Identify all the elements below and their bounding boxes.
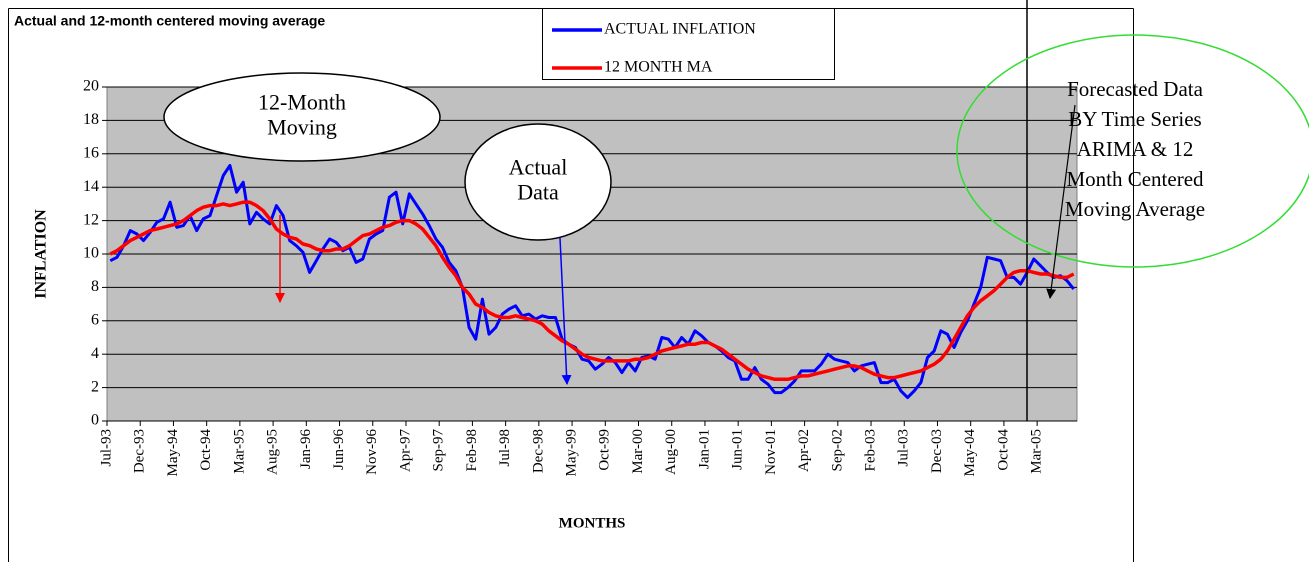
x-tick-label: Oct-04: [995, 429, 1011, 471]
annotation-text: Month Centered: [1066, 167, 1204, 191]
y-tick-label: 18: [83, 111, 99, 128]
annotation-text: ARIMA & 12: [1077, 137, 1194, 161]
legend-label: ACTUAL INFLATION: [604, 21, 756, 38]
y-tick-label: 16: [83, 144, 99, 161]
annotation-text: Moving: [267, 115, 337, 140]
x-tick-label: May-04: [962, 429, 978, 477]
x-tick-label: Apr-97: [397, 429, 413, 473]
x-tick-label: Mar-00: [630, 429, 646, 474]
x-tick-label: Jun-01: [730, 429, 746, 470]
callout: [956, 34, 1309, 268]
annotation-text: Moving Average: [1065, 197, 1205, 221]
y-tick-label: 0: [91, 412, 99, 429]
arrow: [1046, 104, 1076, 299]
x-tick-label: Jul-03: [896, 429, 912, 467]
annotation-text: BY Time Series: [1068, 107, 1201, 131]
x-axis-label: MONTHS: [559, 515, 626, 531]
x-tick-label: Sep-02: [829, 429, 845, 472]
x-tick-label: Aug-00: [663, 429, 679, 475]
x-tick-label: Oct-99: [597, 429, 613, 471]
x-tick-label: Dec-98: [530, 429, 546, 473]
y-tick-label: 8: [91, 278, 99, 295]
x-tick-label: Mar-05: [1029, 429, 1045, 474]
callout: [464, 123, 612, 241]
x-tick-label: Jan-01: [696, 429, 712, 469]
x-tick-label: Nov-96: [364, 429, 380, 475]
y-axis-label: INFLATION: [33, 209, 50, 299]
y-tick-label: 20: [83, 78, 99, 95]
x-tick-label: May-99: [564, 429, 580, 477]
x-tick-label: Apr-02: [796, 429, 812, 472]
x-tick-label: Jun-96: [331, 429, 347, 470]
x-tick-label: Oct-94: [198, 429, 214, 471]
callout: [163, 72, 441, 162]
x-tick-label: Dec-93: [132, 429, 148, 473]
annotation-text: Actual: [509, 155, 568, 180]
y-tick-label: 12: [83, 211, 99, 228]
legend-label: 12 MONTH MA: [604, 59, 713, 76]
annotation-text: Data: [517, 180, 559, 205]
x-tick-label: May-94: [165, 429, 181, 477]
annotation-text: Forecasted Data: [1067, 77, 1204, 101]
x-tick-label: Jul-93: [98, 429, 114, 467]
x-tick-label: Aug-95: [265, 429, 281, 475]
chart-title: Actual and 12-month centered moving aver…: [14, 13, 325, 29]
arrow: [559, 237, 572, 385]
x-tick-label: Mar-95: [231, 429, 247, 474]
series-line: [109, 200, 1075, 382]
y-tick-label: 4: [91, 345, 99, 362]
x-tick-label: Nov-01: [763, 429, 779, 475]
y-tick-label: 6: [91, 311, 99, 328]
x-tick-label: Sep-97: [431, 429, 447, 472]
y-tick-label: 10: [83, 245, 99, 262]
x-tick-label: Jan-96: [298, 429, 314, 469]
x-tick-label: Feb-98: [464, 429, 480, 472]
y-tick-label: 2: [91, 378, 99, 395]
x-tick-label: Dec-03: [929, 429, 945, 473]
annotation-text: 12-Month: [258, 90, 346, 115]
x-tick-label: Feb-03: [862, 429, 878, 472]
x-tick-label: Jul-98: [497, 429, 513, 467]
y-tick-label: 14: [83, 178, 99, 195]
